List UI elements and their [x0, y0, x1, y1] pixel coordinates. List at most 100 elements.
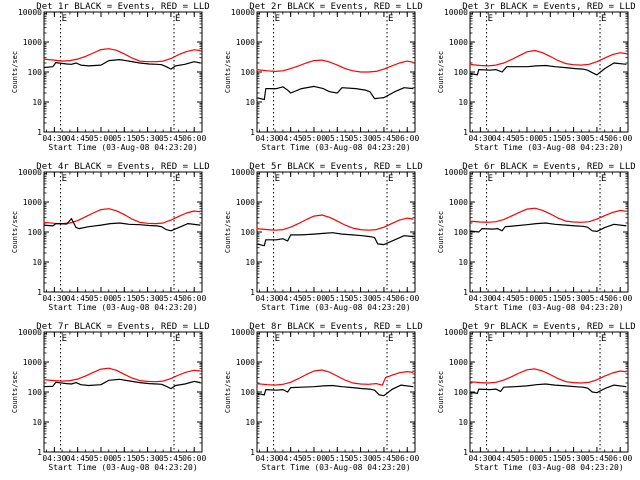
- chart-title: Det 9r BLACK = Events, RED = LLD: [462, 322, 635, 332]
- series-events-line: [43, 218, 201, 232]
- x-tick-label: 05:45: [585, 294, 609, 303]
- chart-title: Det 3r BLACK = Events, RED = LLD: [462, 2, 635, 12]
- x-tick-label: 05:00: [89, 294, 113, 303]
- y-tick-label: 10: [458, 418, 468, 427]
- y-tick-label: 1000: [236, 358, 255, 367]
- event-marker-label: E: [62, 334, 67, 344]
- x-axis-title: Start Time (03-Aug-08 04:23:20): [261, 303, 410, 312]
- y-tick-label: 100: [241, 68, 256, 77]
- chart-panel: Det 1r BLACK = Events, RED = LLD 1 10 100 10…: [11, 2, 210, 152]
- event-marker-label: E: [275, 334, 280, 344]
- y-tick-label: 100: [28, 228, 43, 237]
- x-axis-title: Start Time (03-Aug-08 04:23:20): [474, 463, 623, 472]
- x-tick-label: 05:00: [515, 134, 539, 143]
- y-tick-label: 10000: [18, 328, 42, 337]
- y-tick-label: 1: [463, 448, 468, 457]
- series-lld-line: [469, 49, 627, 67]
- y-tick-label: 10000: [444, 168, 468, 177]
- y-tick-label: 1: [250, 288, 255, 297]
- x-tick-label: 04:30: [255, 294, 279, 303]
- x-tick-label: 04:45: [279, 454, 303, 463]
- x-tick-label: 05:00: [302, 294, 326, 303]
- x-tick-label: 05:15: [112, 294, 136, 303]
- y-tick-label: 100: [28, 68, 43, 77]
- y-tick-label: 1000: [236, 198, 255, 207]
- x-tick-label: 05:15: [325, 294, 349, 303]
- x-tick-label: 05:30: [136, 134, 160, 143]
- x-tick-label: 06:00: [608, 294, 632, 303]
- series-events-line: [256, 384, 414, 397]
- chart-panel: Det 7r BLACK = Events, RED = LLD 1 10 100 10…: [11, 322, 210, 472]
- x-tick-label: 06:00: [395, 294, 419, 303]
- x-tick-label: 05:45: [159, 294, 183, 303]
- x-axis-title: Start Time (03-Aug-08 04:23:20): [48, 143, 197, 152]
- x-tick-label: 05:45: [372, 134, 396, 143]
- chart-title: Det 5r BLACK = Events, RED = LLD: [249, 162, 422, 172]
- y-tick-label: 10000: [18, 8, 42, 17]
- event-marker-label: E: [275, 174, 280, 184]
- y-tick-label: 1: [37, 288, 42, 297]
- x-tick-label: 05:15: [325, 134, 349, 143]
- x-tick-label: 05:00: [89, 454, 113, 463]
- x-tick-label: 04:30: [42, 454, 66, 463]
- x-tick-label: 05:45: [372, 454, 396, 463]
- series-lld-line: [469, 207, 627, 223]
- y-tick-label: 100: [454, 68, 469, 77]
- chart-panel: Det 5r BLACK = Events, RED = LLD 1 10 100 10…: [224, 162, 423, 312]
- series-events-line: [256, 232, 414, 247]
- y-tick-label: 100: [241, 388, 256, 397]
- y-axis-title: Counts/sec: [224, 371, 232, 413]
- y-tick-label: 10: [245, 418, 255, 427]
- y-tick-label: 10000: [18, 168, 42, 177]
- y-axis-title: Counts/sec: [224, 211, 232, 253]
- x-tick-label: 05:30: [349, 134, 373, 143]
- plot-frame: [43, 171, 203, 293]
- x-tick-label: 04:45: [279, 294, 303, 303]
- y-tick-label: 10000: [231, 328, 255, 337]
- x-tick-label: 05:45: [159, 454, 183, 463]
- x-axis-title: Start Time (03-Aug-08 04:23:20): [261, 463, 410, 472]
- y-tick-label: 10000: [231, 8, 255, 17]
- x-tick-label: 05:00: [515, 294, 539, 303]
- plot-frame: [469, 11, 629, 133]
- event-marker-label: E: [388, 334, 393, 344]
- series-lld-line: [256, 59, 414, 73]
- x-axis-title: Start Time (03-Aug-08 04:23:20): [474, 303, 623, 312]
- event-marker-label: E: [488, 14, 493, 24]
- x-tick-label: 04:30: [468, 294, 492, 303]
- x-axis-title: Start Time (03-Aug-08 04:23:20): [261, 143, 410, 152]
- y-tick-label: 100: [241, 228, 256, 237]
- chart-panel: Det 2r BLACK = Events, RED = LLD 1 10 100 10…: [224, 2, 423, 152]
- x-tick-label: 05:45: [372, 294, 396, 303]
- y-tick-label: 1: [37, 448, 42, 457]
- x-tick-label: 05:45: [585, 454, 609, 463]
- y-axis-title: Counts/sec: [437, 51, 445, 93]
- x-tick-label: 04:45: [492, 454, 516, 463]
- y-tick-label: 10: [32, 258, 42, 267]
- x-axis-title: Start Time (03-Aug-08 04:23:20): [48, 303, 197, 312]
- y-tick-label: 1: [250, 448, 255, 457]
- x-tick-label: 05:15: [538, 454, 562, 463]
- plot-frame: [43, 11, 203, 133]
- x-tick-label: 05:45: [159, 134, 183, 143]
- y-tick-label: 100: [454, 228, 469, 237]
- event-marker-label: E: [62, 174, 67, 184]
- series-lld-line: [256, 369, 414, 386]
- series-events-line: [469, 62, 627, 76]
- y-tick-label: 10000: [231, 168, 255, 177]
- y-axis-title: Counts/sec: [11, 211, 19, 253]
- x-tick-label: 04:45: [492, 294, 516, 303]
- chart-title: Det 8r BLACK = Events, RED = LLD: [249, 322, 422, 332]
- x-tick-label: 04:45: [66, 134, 90, 143]
- event-marker-label: E: [175, 14, 180, 24]
- event-marker-label: E: [488, 174, 493, 184]
- x-tick-label: 05:15: [538, 294, 562, 303]
- chart-panel: Det 6r BLACK = Events, RED = LLD 1 10 100 10…: [437, 162, 636, 312]
- y-tick-label: 1000: [23, 198, 42, 207]
- y-tick-label: 1000: [449, 198, 468, 207]
- y-tick-label: 1: [37, 128, 42, 137]
- x-tick-label: 05:30: [562, 294, 586, 303]
- x-tick-label: 05:30: [349, 294, 373, 303]
- y-tick-label: 1000: [449, 358, 468, 367]
